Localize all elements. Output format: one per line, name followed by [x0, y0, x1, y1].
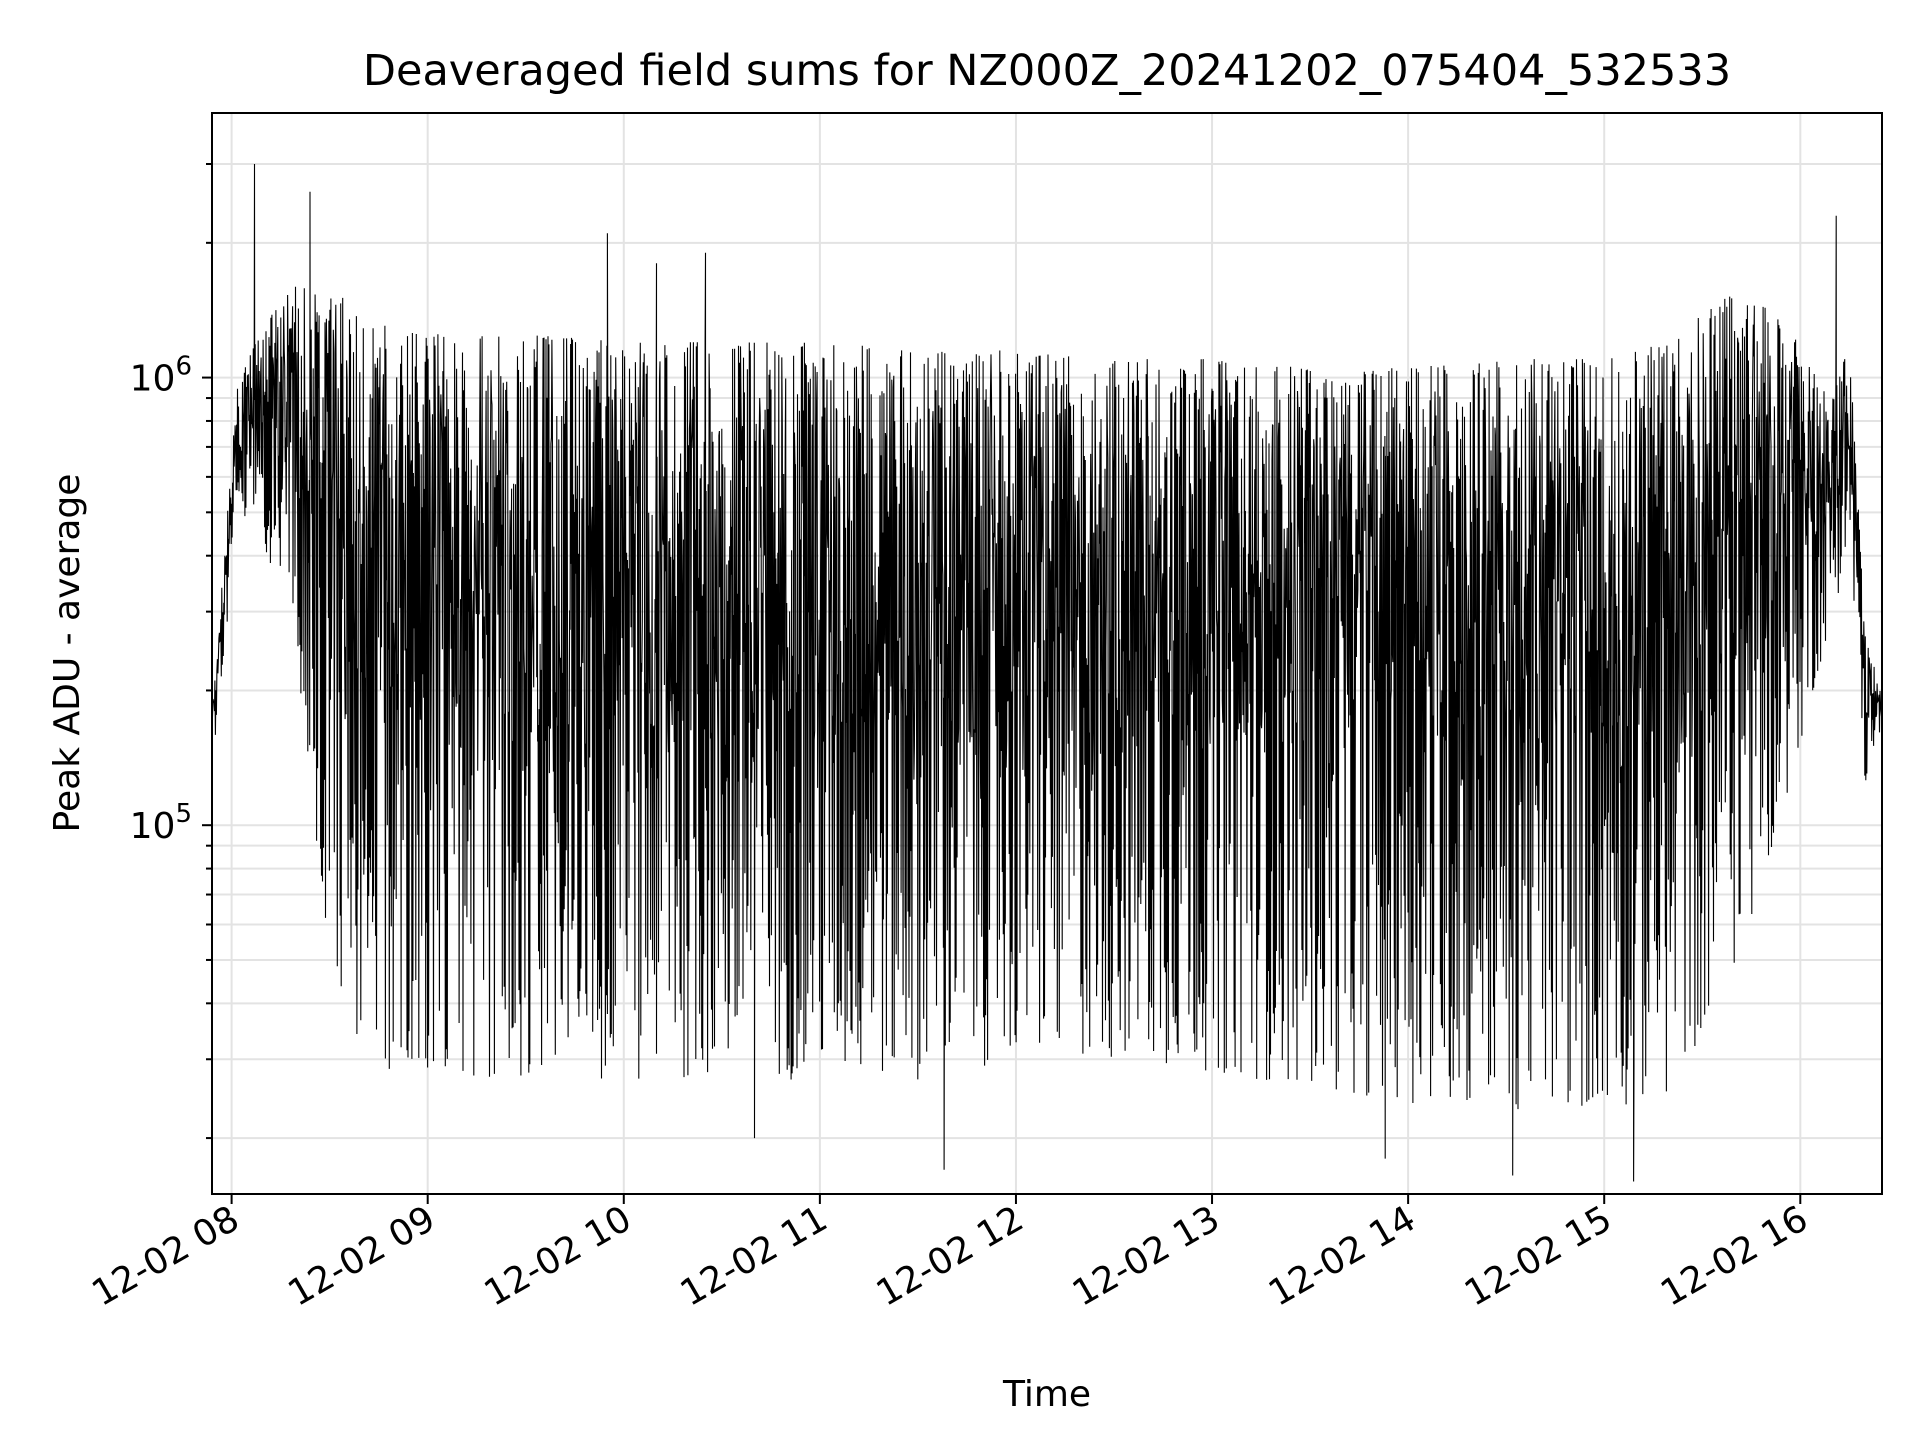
y-axis-label: Peak ADU - average [47, 474, 88, 833]
y-tick-label: 105 [130, 799, 192, 847]
y-tick-label: 106 [130, 352, 192, 400]
series-line [211, 163, 1883, 1182]
chart-title: Deaveraged field sums for NZ000Z_2024120… [363, 46, 1731, 96]
y-ticks: 105 106 [130, 163, 212, 1140]
series-path [211, 163, 1883, 1182]
plot-frame [211, 112, 1883, 1195]
x-axis-label: Time [1002, 1374, 1091, 1415]
